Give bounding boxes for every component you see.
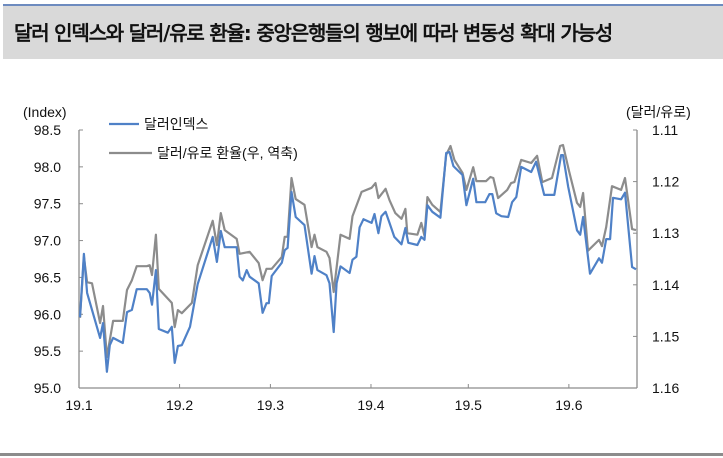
- chart-title: 달러 인덱스와 달러/유로 환율: 중앙은행들의 행보에 따라 변동성 확대 가…: [14, 21, 613, 45]
- x-tick-label: 19.6: [555, 397, 582, 413]
- right-tick-label: 1.15: [652, 328, 679, 344]
- eurusd-series-line: [78, 143, 637, 359]
- x-tick-label: 19.4: [357, 397, 384, 413]
- right-tick-label: 1.16: [652, 380, 679, 396]
- left-tick-label: 95.0: [34, 380, 61, 396]
- left-tick-label: 97.5: [34, 196, 61, 212]
- title-bar: [3, 6, 723, 59]
- legend: 달러인덱스 달러/유로 환율(우, 역축): [109, 116, 298, 161]
- right-tick-label: 1.12: [652, 174, 679, 190]
- right-tick-label: 1.13: [652, 225, 679, 241]
- x-tick-label: 19.1: [65, 397, 92, 413]
- left-tick-label: 95.5: [34, 343, 61, 359]
- left-tick-label: 98.5: [34, 122, 61, 138]
- x-tick-label: 19.5: [455, 397, 482, 413]
- x-tick-label: 19.3: [257, 397, 284, 413]
- left-axis-label: (Index): [23, 104, 67, 120]
- legend-label-eurusd: 달러/유로 환율(우, 역축): [157, 145, 298, 161]
- left-tick-label: 96.0: [34, 306, 61, 322]
- left-tick-label: 98.0: [34, 159, 61, 175]
- bottom-rule: [0, 453, 723, 456]
- left-tick-label: 96.5: [34, 269, 61, 285]
- left-tick-label: 97.0: [34, 233, 61, 249]
- top-rule: [3, 4, 723, 6]
- legend-label-dxy: 달러인덱스: [144, 116, 209, 132]
- right-tick-label: 1.11: [652, 122, 678, 138]
- right-tick-label: 1.14: [652, 277, 679, 293]
- right-axis-label: (달러/유로): [626, 104, 691, 120]
- dxy-series-line: [78, 151, 637, 373]
- x-tick-label: 19.2: [166, 397, 193, 413]
